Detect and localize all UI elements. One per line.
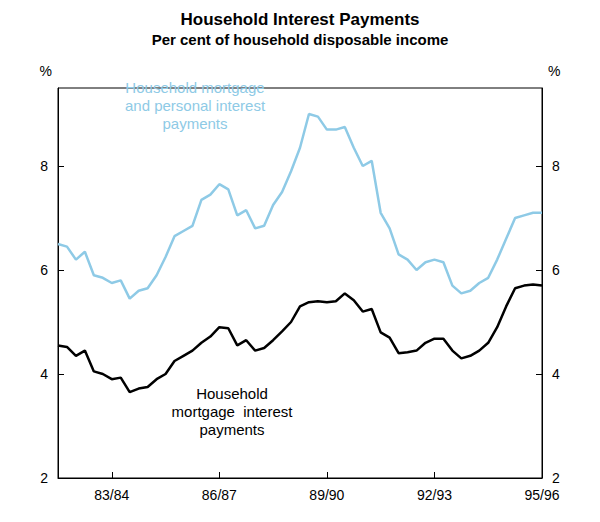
svg-text:4: 4 [40,366,48,382]
svg-text:Household Interest Payments: Household Interest Payments [180,10,419,29]
svg-text:95/96: 95/96 [524,487,559,503]
svg-text:6: 6 [40,262,48,278]
svg-text:2: 2 [552,470,560,486]
svg-text:Per cent of household disposab: Per cent of household disposable income [152,31,449,48]
svg-text:payments: payments [162,115,227,132]
svg-text:Household: Household [196,385,268,402]
svg-text:Household mortgage: Household mortgage [125,79,264,96]
svg-text:83/84: 83/84 [94,487,129,503]
svg-text:and personal interest: and personal interest [125,97,266,114]
svg-text:86/87: 86/87 [202,487,237,503]
svg-text:8: 8 [40,158,48,174]
svg-text:8: 8 [552,158,560,174]
svg-text:2: 2 [40,470,48,486]
svg-text:6: 6 [552,262,560,278]
svg-text:92/93: 92/93 [417,487,452,503]
svg-text:89/90: 89/90 [309,487,344,503]
svg-text:%: % [40,63,52,79]
svg-text:mortgage interest: mortgage interest [172,403,294,420]
svg-text:%: % [548,63,560,79]
svg-text:payments: payments [199,421,264,438]
svg-text:4: 4 [552,366,560,382]
